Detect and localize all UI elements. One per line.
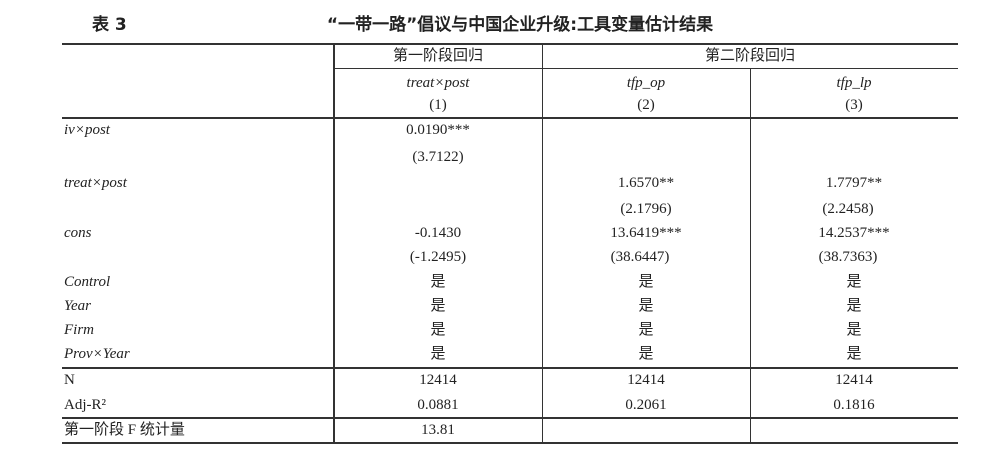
- column-number: (2): [637, 97, 655, 113]
- row-label: Prov×Year: [64, 346, 130, 362]
- table-cell: 是: [638, 298, 654, 314]
- top-rule: [62, 43, 958, 45]
- table-cell: 1.6570**: [617, 175, 675, 191]
- table-cell: 是: [846, 274, 862, 290]
- table-cell: (38.7363): [818, 249, 878, 265]
- table-cell: 12414: [627, 372, 665, 388]
- table-cell: 是: [638, 346, 654, 362]
- controls-rule: [62, 367, 958, 369]
- group-rule: [334, 68, 958, 69]
- row-label: Year: [64, 298, 91, 314]
- row-label: N: [64, 372, 75, 388]
- table-cell: 0.1816: [833, 397, 875, 413]
- column-divider: [750, 68, 751, 443]
- table-cell: 是: [430, 346, 446, 362]
- table-cell: 0.0190***: [406, 122, 470, 138]
- table-cell: -0.1430: [414, 225, 462, 241]
- table-cell: 13.81: [421, 422, 455, 438]
- row-label: iv×post: [64, 122, 110, 138]
- bottom-rule: [62, 442, 958, 444]
- column-divider: [333, 44, 335, 443]
- table-cell: 13.6419***: [610, 225, 682, 241]
- group-header-first-stage: 第一阶段回归: [392, 48, 483, 64]
- row-label: Firm: [64, 322, 94, 338]
- stats-rule: [62, 417, 958, 419]
- table-cell: (3.7122): [412, 149, 464, 165]
- row-label: Control: [64, 274, 111, 290]
- column-number: (3): [845, 97, 863, 113]
- table-cell: 是: [846, 322, 862, 338]
- table-cell: 是: [846, 346, 862, 362]
- table-cell: 是: [638, 274, 654, 290]
- dep-var-header: tfp_op: [626, 75, 666, 91]
- group-header-second-stage: 第二阶段回归: [704, 48, 795, 64]
- table-cell: 12414: [835, 372, 873, 388]
- table-cell: 0.2061: [625, 397, 667, 413]
- row-label: treat×post: [64, 175, 127, 191]
- table-cell: 12414: [419, 372, 457, 388]
- table-cell: 是: [430, 298, 446, 314]
- table-cell: (-1.2495): [409, 249, 467, 265]
- table-cell: 0.0881: [417, 397, 459, 413]
- table-cell: 是: [638, 322, 654, 338]
- table-cell: (2.1796): [620, 201, 672, 217]
- dep-var-header: treat×post: [406, 75, 470, 91]
- table-cell: 14.2537***: [818, 225, 890, 241]
- column-number: (1): [429, 97, 447, 113]
- column-divider: [542, 44, 543, 443]
- row-label: Adj-R²: [64, 397, 106, 413]
- table-cell: 是: [430, 322, 446, 338]
- table-title: “一带一路”倡议与中国企业升级:工具变量估计结果: [326, 15, 714, 35]
- row-label: 第一阶段 F 统计量: [64, 422, 185, 438]
- header-rule: [62, 117, 958, 119]
- dep-var-header: tfp_lp: [836, 75, 872, 91]
- table-cell: 是: [430, 274, 446, 290]
- table-cell: 是: [846, 298, 862, 314]
- table-cell: 1.7797**: [825, 175, 883, 191]
- table-cell: (38.6447): [610, 249, 670, 265]
- table-cell: (2.2458): [822, 201, 874, 217]
- row-label: cons: [64, 225, 92, 241]
- table-label: 表 3: [92, 15, 127, 35]
